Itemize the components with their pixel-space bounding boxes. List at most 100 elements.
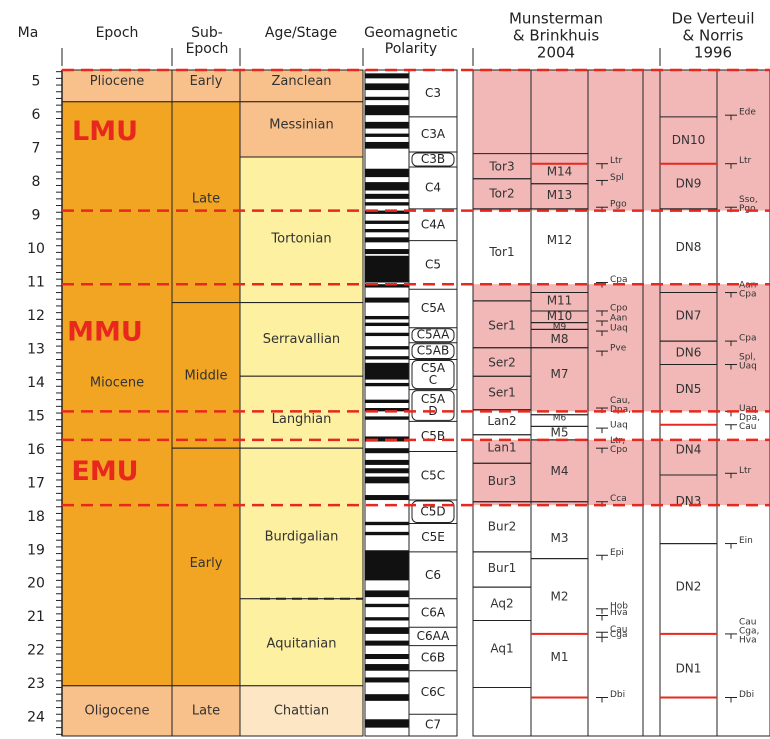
polarity-normal-interval xyxy=(365,531,409,536)
mb-event-label: Ltr xyxy=(610,156,623,166)
dn-event-label: Uaq xyxy=(739,404,757,414)
polarity-normal-interval xyxy=(365,202,409,206)
dn-event-label: Dbi xyxy=(739,690,754,700)
mb-event-label: Aan xyxy=(610,314,627,324)
ma-tick-label: 6 xyxy=(32,107,41,123)
mb-zone-label: Aq2 xyxy=(490,596,513,610)
mb-zone-label: Bur3 xyxy=(488,474,516,488)
polarity-normal-interval xyxy=(365,362,409,380)
polarity-normal-interval xyxy=(365,315,409,320)
dn-event-label: Ltr xyxy=(739,466,752,476)
dn-event-label: Ede xyxy=(739,108,756,118)
chron-box xyxy=(411,328,455,343)
subepoch-cell xyxy=(171,685,241,737)
polarity-normal-interval xyxy=(365,105,409,116)
ma-tick-label: 16 xyxy=(27,442,45,458)
mb-zone-label: Ser1 xyxy=(488,319,516,333)
unit-label-lmu: LMU xyxy=(72,116,138,147)
m-zone-label: M2 xyxy=(551,590,569,604)
polarity-normal-interval xyxy=(365,617,409,621)
stage-cell xyxy=(239,156,364,304)
dn-zone-label: DN6 xyxy=(676,345,702,359)
mb-event-label: Pgo xyxy=(610,200,627,210)
polarity-normal-interval xyxy=(365,627,409,634)
polarity-normal-interval xyxy=(365,448,409,454)
dn-zone-label: DN9 xyxy=(676,176,702,190)
m-zone-label: M5 xyxy=(551,426,569,440)
ma-tick-label: 20 xyxy=(27,576,45,592)
chron-box xyxy=(411,390,455,421)
mb-event-label: Dbi xyxy=(610,690,625,700)
m-zone-label: M11 xyxy=(547,293,573,307)
polarity-normal-interval xyxy=(365,249,409,255)
ma-tick-label: 21 xyxy=(27,609,45,625)
mb-event-label: Uaq xyxy=(610,324,628,334)
chron-label: C6C xyxy=(421,685,445,699)
m-zone-label: M9 xyxy=(553,323,567,333)
chron-label: C4 xyxy=(425,180,441,194)
ma-tick-label: 8 xyxy=(32,174,41,190)
mb-event-label: Ltr, Cpo xyxy=(610,436,628,455)
dn-zone-label: DN7 xyxy=(676,308,702,322)
subepoch-label: Early xyxy=(190,556,223,571)
polarity-normal-interval xyxy=(365,416,409,420)
mb-event-label: Cau xyxy=(610,625,628,635)
polarity-normal-interval xyxy=(365,521,409,526)
stage-label: Burdigalian xyxy=(265,529,339,544)
polarity-normal-interval xyxy=(365,399,409,403)
dn-event-label: Ltr xyxy=(739,156,752,166)
polarity-normal-interval xyxy=(365,96,409,101)
m-zone-label: M7 xyxy=(551,367,569,381)
chron-label: C6 xyxy=(425,568,441,582)
stage-cell xyxy=(239,69,364,103)
stage-label: Tortonian xyxy=(270,232,331,247)
dn-event-label: Spl, Uaq xyxy=(739,353,757,372)
chron-label: C7 xyxy=(425,718,441,732)
chron-label: C5AA xyxy=(417,328,451,342)
mb-zone-label: Aq1 xyxy=(490,641,513,655)
ma-tick-label: 15 xyxy=(27,408,45,424)
polarity-normal-interval xyxy=(365,664,409,671)
chron-label: C6B xyxy=(421,651,445,665)
polarity-normal-interval xyxy=(365,220,409,224)
dn-event-label: Dpa, Cau xyxy=(739,413,760,432)
polarity-normal-interval xyxy=(365,210,409,214)
chron-label: C5A xyxy=(421,301,446,315)
polarity-normal-interval xyxy=(365,133,409,137)
polarity-normal-interval xyxy=(365,332,409,337)
header-age-stage: Age/Stage xyxy=(265,25,337,41)
mb-event-label: Cga xyxy=(610,630,628,640)
chron-label: C4A xyxy=(421,217,446,231)
mb-zone-label: Tor3 xyxy=(488,160,514,174)
stage-label: Zanclean xyxy=(271,74,331,89)
m-zone-label: M14 xyxy=(547,165,573,179)
m-zone-label: M12 xyxy=(547,233,573,247)
dn-zone-label: DN1 xyxy=(676,662,702,676)
mb-zone-label: Lan1 xyxy=(487,441,516,455)
polarity-normal-interval xyxy=(365,73,409,79)
polarity-normal-interval xyxy=(365,255,409,283)
dn-zone-label: DN10 xyxy=(672,133,706,147)
polarity-normal-interval xyxy=(365,640,409,646)
epoch-label: Pliocene xyxy=(90,74,144,89)
chron-label: C5A C xyxy=(421,361,446,387)
polarity-normal-interval xyxy=(365,459,409,465)
chron-label: C5C xyxy=(421,468,445,482)
mb-zone-label: Lan2 xyxy=(487,414,516,428)
polarity-normal-interval xyxy=(365,603,409,608)
mb-zone-label: Ser1 xyxy=(488,385,516,399)
polarity-normal-interval xyxy=(365,356,409,360)
ma-tick-label: 22 xyxy=(27,643,45,659)
header-subepoch: Sub-Epoch xyxy=(186,25,229,57)
polarity-normal-interval xyxy=(365,468,409,474)
mb-event-label: Cca xyxy=(610,494,627,504)
subepoch-label: Late xyxy=(192,191,220,206)
ma-tick-label: 17 xyxy=(27,475,45,491)
chron-label: C5E xyxy=(421,530,445,544)
chron-box xyxy=(411,500,455,523)
mb-zone-label: Ser2 xyxy=(488,355,516,369)
stage-cell xyxy=(239,685,364,737)
stage-label: Aquitanian xyxy=(267,636,337,651)
m-zone-label: M4 xyxy=(551,464,569,478)
m-zone-label: M3 xyxy=(551,531,569,545)
